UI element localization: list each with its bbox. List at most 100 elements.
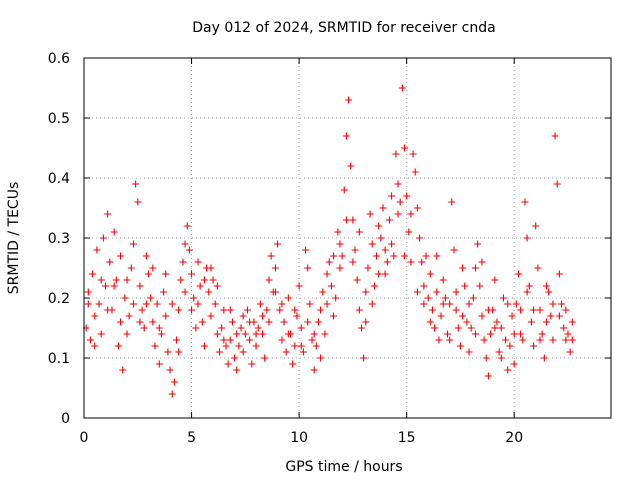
data-point-marker xyxy=(362,318,370,326)
y-tick-label: 0.3 xyxy=(48,231,70,247)
data-point-marker xyxy=(549,336,557,344)
data-point-marker xyxy=(304,318,312,326)
data-point-marker xyxy=(188,270,196,278)
data-point-marker xyxy=(295,282,303,290)
data-point-marker xyxy=(407,258,415,266)
data-point-marker xyxy=(562,306,570,314)
data-point-marker xyxy=(437,312,445,320)
data-point-marker xyxy=(99,234,107,242)
data-point-marker xyxy=(355,306,363,314)
data-point-marker xyxy=(196,282,204,290)
data-point-marker xyxy=(91,312,99,320)
axis-ticks: 0 0.1 0.2 0.3 0.4 0.5 0.6 0 5 10 15 20 xyxy=(48,51,611,446)
data-point-marker xyxy=(373,252,381,260)
data-point-marker xyxy=(151,342,159,350)
data-point-marker xyxy=(370,282,378,290)
data-point-marker xyxy=(162,270,170,278)
data-point-marker xyxy=(362,288,370,296)
data-point-marker xyxy=(478,258,486,266)
data-point-marker xyxy=(304,264,312,272)
data-point-marker xyxy=(515,270,523,278)
data-point-marker xyxy=(267,252,275,260)
data-point-marker xyxy=(213,330,221,338)
data-point-marker xyxy=(216,348,224,356)
data-point-marker xyxy=(86,336,94,344)
data-point-marker xyxy=(401,144,409,152)
data-point-marker xyxy=(274,240,282,248)
data-point-marker xyxy=(306,300,314,308)
data-point-marker xyxy=(112,276,120,284)
data-point-marker xyxy=(493,318,501,326)
data-point-marker xyxy=(375,222,383,230)
data-point-marker xyxy=(142,300,150,308)
data-point-marker xyxy=(566,348,574,356)
data-point-marker xyxy=(431,324,439,332)
data-point-marker xyxy=(97,330,105,338)
data-point-marker xyxy=(271,264,279,272)
data-point-marker xyxy=(134,198,142,206)
data-point-marker xyxy=(185,246,193,254)
data-point-marker xyxy=(413,288,421,296)
data-point-marker xyxy=(102,282,110,290)
data-point-marker xyxy=(353,276,361,284)
data-point-marker xyxy=(321,330,329,338)
data-point-marker xyxy=(166,366,174,374)
data-point-marker xyxy=(293,312,301,320)
data-point-marker xyxy=(536,336,544,344)
data-point-marker xyxy=(444,330,452,338)
data-point-marker xyxy=(420,282,428,290)
data-point-marker xyxy=(104,210,112,218)
data-point-marker xyxy=(252,342,260,350)
data-point-marker xyxy=(476,282,484,290)
data-point-marker xyxy=(129,240,137,248)
data-point-marker xyxy=(302,246,310,254)
data-point-marker xyxy=(259,312,267,320)
data-point-marker xyxy=(319,288,327,296)
data-point-marker xyxy=(280,318,288,326)
data-point-marker xyxy=(310,366,318,374)
data-point-marker xyxy=(461,282,469,290)
data-point-marker xyxy=(168,300,176,308)
data-point-marker xyxy=(239,348,247,356)
x-tick-label: 20 xyxy=(505,430,523,446)
data-point-marker xyxy=(190,294,198,302)
y-axis-label: SRMTID / TECUs xyxy=(6,182,22,295)
data-point-marker xyxy=(172,336,180,344)
data-point-marker xyxy=(551,132,559,140)
data-point-marker xyxy=(538,330,546,338)
data-point-marker xyxy=(291,306,299,314)
data-point-marker xyxy=(482,354,490,362)
data-point-marker xyxy=(364,264,372,272)
data-point-marker xyxy=(136,318,144,326)
data-point-marker xyxy=(188,306,196,314)
data-point-marker xyxy=(469,294,477,302)
x-axis-label: GPS time / hours xyxy=(285,459,402,475)
data-point-marker xyxy=(207,312,215,320)
data-point-marker xyxy=(127,264,135,272)
data-point-marker xyxy=(330,312,338,320)
data-point-marker xyxy=(342,216,350,224)
data-point-marker xyxy=(420,300,428,308)
data-point-marker xyxy=(317,354,325,362)
data-point-marker xyxy=(332,294,340,302)
data-point-marker xyxy=(517,306,525,314)
data-point-marker xyxy=(265,276,273,284)
data-point-marker xyxy=(401,252,409,260)
data-point-marker xyxy=(95,300,103,308)
data-point-marker xyxy=(392,150,400,158)
data-point-marker xyxy=(155,324,163,332)
data-point-marker xyxy=(405,228,413,236)
data-point-marker xyxy=(207,264,215,272)
data-point-marker xyxy=(91,342,99,350)
data-point-marker xyxy=(237,324,245,332)
data-point-marker xyxy=(317,306,325,314)
data-point-marker xyxy=(521,198,529,206)
y-tick-label: 0.6 xyxy=(48,51,70,67)
data-point-marker xyxy=(510,360,518,368)
data-point-marker xyxy=(175,306,183,314)
data-point-marker xyxy=(220,306,228,314)
data-point-marker xyxy=(235,342,243,350)
data-point-marker xyxy=(132,180,140,188)
data-point-marker xyxy=(147,294,155,302)
